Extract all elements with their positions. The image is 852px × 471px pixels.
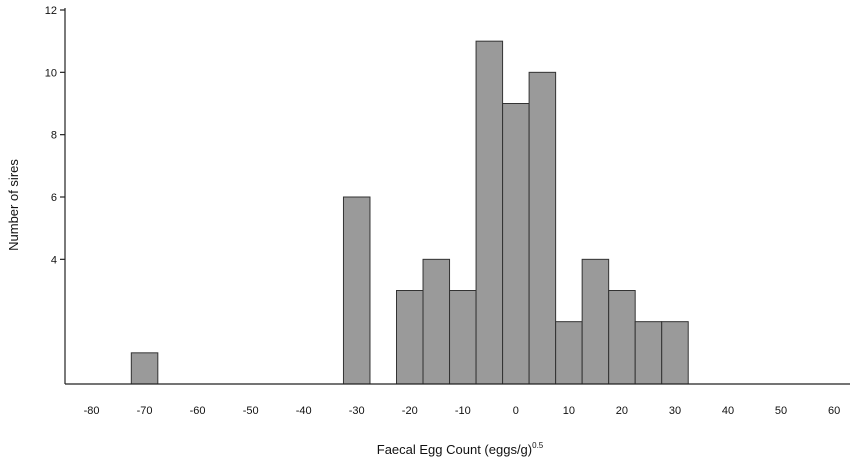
bar-6 <box>502 103 530 385</box>
bar-8 <box>555 321 583 385</box>
x-tick-label-11: 30 <box>669 405 681 417</box>
x-ticks-group: -80 -70 -60 -50 -40 -30 -20 -10 0 10 20 30 40 50 60 <box>84 405 841 417</box>
bar-9 <box>581 258 610 385</box>
x-tick-label-12: 40 <box>722 405 734 417</box>
x-axis-title-exponent: 0.5 <box>532 441 544 450</box>
x-tick-label-4: -40 <box>296 405 312 417</box>
bar-4 <box>449 290 477 385</box>
x-axis-title-text: Faecal Egg Count (eggs/g) <box>377 442 532 457</box>
y-tick-label-2: 8 <box>51 130 57 142</box>
x-tick-label-0: -80 <box>84 405 100 417</box>
x-axis-title: Faecal Egg Count (eggs/g)0.5 <box>377 441 544 457</box>
y-tick-label-4: 12 <box>45 5 57 17</box>
bar-3 <box>422 258 451 385</box>
x-tick-label-8: 0 <box>513 405 519 417</box>
x-tick-label-3: -50 <box>243 405 259 417</box>
y-tick-label-0: 4 <box>51 254 57 266</box>
y-tick-label-1: 6 <box>51 192 57 204</box>
bar-10 <box>608 290 636 385</box>
bar-0 <box>130 352 159 385</box>
x-tick-label-9: 10 <box>563 405 575 417</box>
x-tick-label-2: -60 <box>190 405 206 417</box>
bar-11 <box>634 321 663 385</box>
x-tick-label-14: 60 <box>828 405 840 417</box>
bar-12 <box>661 321 689 385</box>
x-tick-label-6: -20 <box>402 405 418 417</box>
bars-group <box>130 40 689 385</box>
x-tick-label-10: 20 <box>616 405 628 417</box>
bar-7 <box>528 71 557 385</box>
bar-2 <box>396 290 424 385</box>
x-tick-label-5: -30 <box>349 405 365 417</box>
bar-1 <box>342 196 371 385</box>
bar-5 <box>475 40 504 385</box>
x-tick-label-1: -70 <box>137 405 153 417</box>
y-axis-title: Number of sires <box>6 159 21 251</box>
y-ticks-group: 4 6 8 10 12 <box>45 5 65 266</box>
y-tick-label-3: 10 <box>45 67 57 79</box>
x-tick-label-7: -10 <box>455 405 471 417</box>
x-tick-label-13: 50 <box>775 405 787 417</box>
